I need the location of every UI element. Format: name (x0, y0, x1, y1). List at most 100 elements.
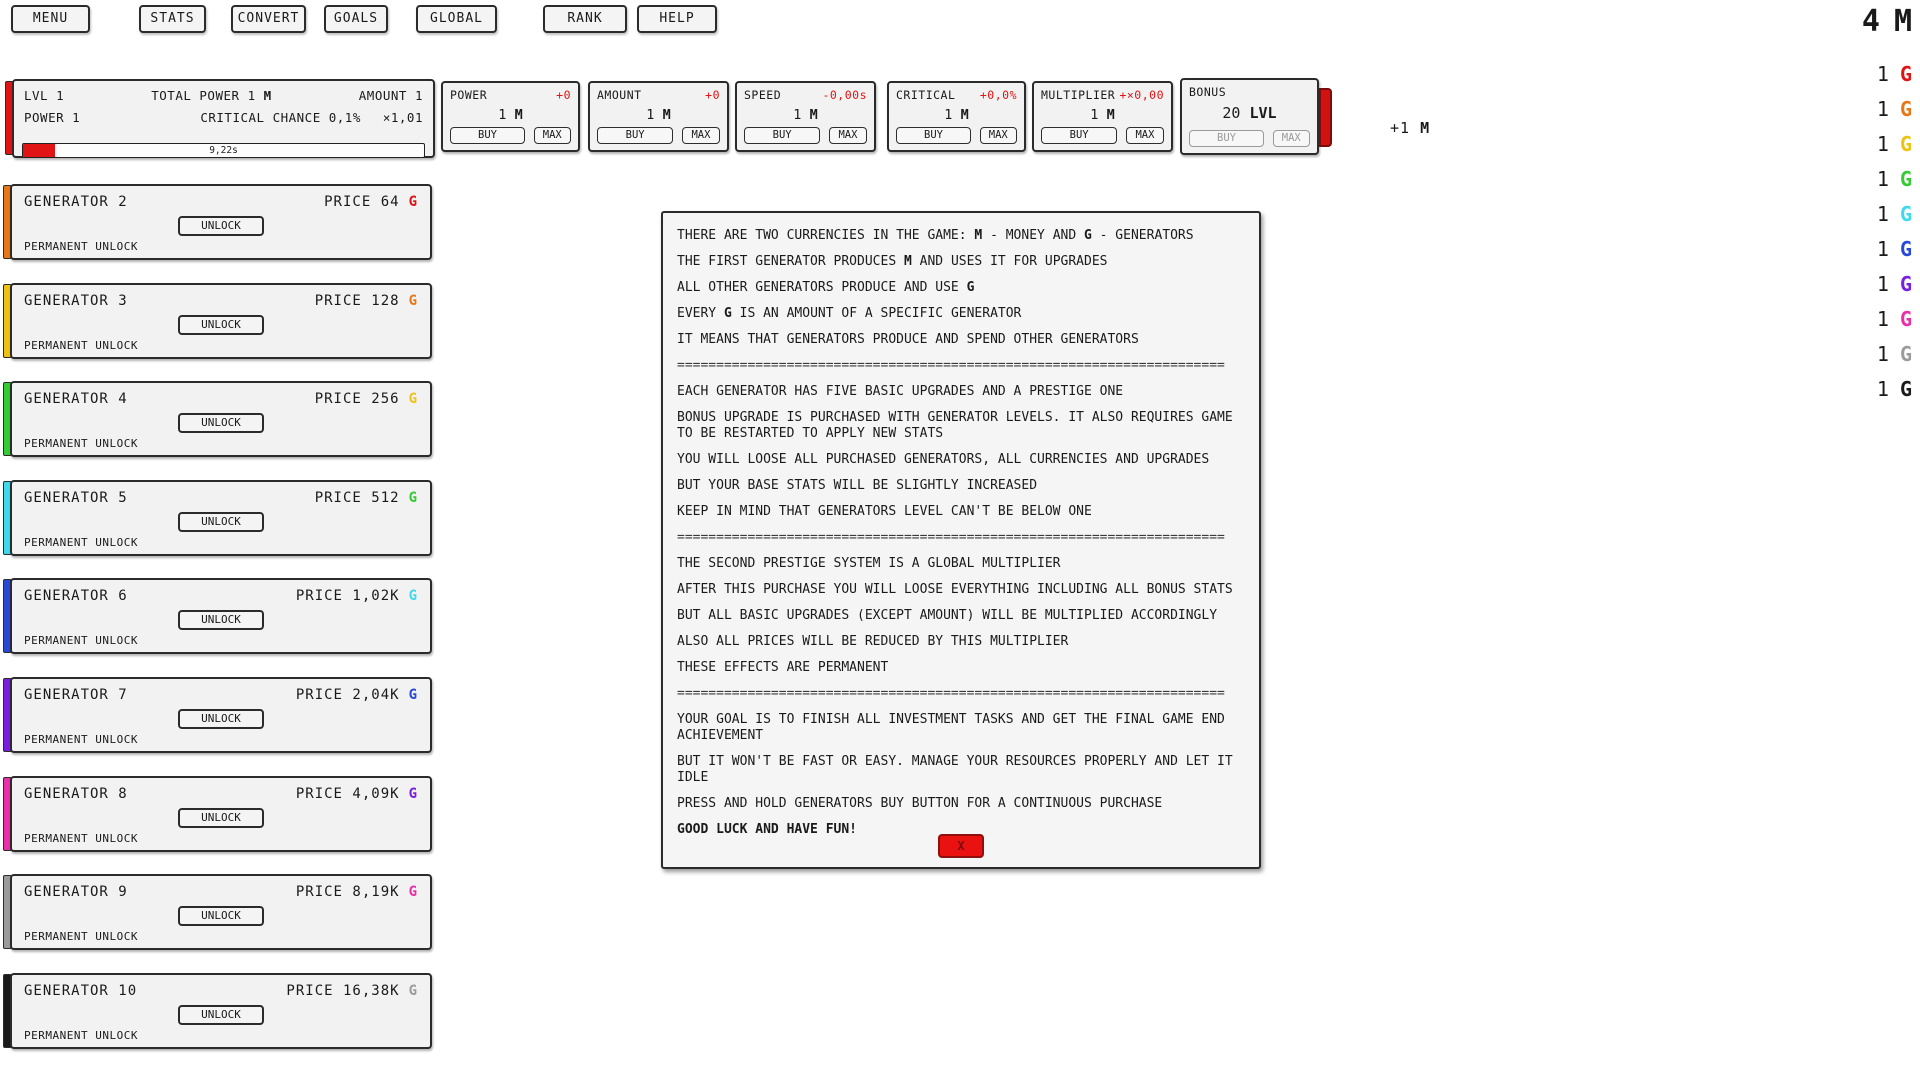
max-button[interactable]: MAX (828, 127, 867, 144)
buy-button[interactable]: BUY (896, 127, 972, 144)
help-dialog: THERE ARE TWO CURRENCIES IN THE GAME: M … (661, 211, 1261, 869)
generator-currency-symbol: G (1899, 377, 1912, 401)
permanent-unlock-label: PERMANENT UNLOCK (24, 437, 138, 450)
price-text: PRICE 256 (314, 391, 400, 407)
help-separator: ========================================… (677, 530, 1225, 545)
unlock-button[interactable]: UNLOCK (178, 216, 264, 236)
max-button[interactable]: MAX (533, 127, 571, 144)
help-line: THESE EFFECTS ARE PERMANENT (677, 660, 889, 675)
generator-card: GENERATOR 5 PRICE 512 G UNLOCK PERMANENT UNL… (10, 480, 432, 556)
generator-currency-symbol: G (1899, 132, 1912, 156)
menu-button-rank[interactable]: RANK (543, 5, 627, 33)
unlock-button[interactable]: UNLOCK (178, 1005, 264, 1025)
upgrade-price: 1 M (944, 107, 969, 123)
help-separator: ========================================… (677, 686, 1225, 701)
generator-card: GENERATOR 6 PRICE 1,02K G UNLOCK PERMANENT U… (10, 578, 432, 654)
generator-currency-symbol: G (1899, 272, 1912, 296)
buy-button[interactable]: BUY (450, 127, 526, 144)
buy-button[interactable]: BUY (1041, 127, 1118, 144)
upgrade-name: MULTIPLIER (1041, 88, 1116, 102)
help-dialog-text: THERE ARE TWO CURRENCIES IN THE GAME: M … (677, 228, 1245, 838)
main-generator-progress-bar: 9,22s (22, 143, 425, 158)
generator-name: GENERATOR 7 (24, 687, 128, 703)
price-text: PRICE 8,19K (295, 884, 400, 900)
buy-button[interactable]: BUY (744, 127, 821, 144)
close-button[interactable]: X (938, 834, 984, 858)
price-currency-symbol: G (408, 293, 418, 309)
menu-button-global[interactable]: GLOBAL (416, 5, 497, 33)
generator-currency-symbol: G (1899, 167, 1912, 191)
generator-currency-symbol: G (1899, 342, 1912, 366)
help-line: AFTER THIS PURCHASE YOU WILL LOOSE EVERY… (677, 582, 1233, 597)
help-line: ALSO ALL PRICES WILL BE REDUCED BY THIS … (677, 634, 1069, 649)
upgrade-name: AMOUNT (597, 88, 642, 102)
generator-currency-symbol: G (1899, 307, 1912, 331)
help-line: THE FIRST GENERATOR PRODUCES M AND USES … (677, 254, 1108, 269)
upgrade-panel-power: POWER +0 1 M BUY MAX (441, 81, 580, 152)
main-generator-critical: CRITICAL CHANCE 0,1% ×1,01 (200, 110, 423, 125)
generator-price: PRICE 2,04K G (296, 687, 418, 703)
generator-name: GENERATOR 3 (24, 293, 128, 309)
menu-button-goals[interactable]: GOALS (324, 5, 388, 33)
price-text: PRICE 64 (324, 194, 400, 210)
price-text: PRICE 128 (314, 293, 400, 309)
upgrade-price: 1 M (498, 107, 523, 123)
upgrade-panel-amount: AMOUNT +0 1 M BUY MAX (588, 81, 729, 152)
help-line: ALL OTHER GENERATORS PRODUCE AND USE G (677, 280, 975, 295)
currency-value: 1 (1876, 272, 1889, 296)
price-currency-symbol: G (408, 588, 418, 604)
price-currency-symbol: G (408, 687, 418, 703)
price-text: PRICE 4,09K (295, 786, 400, 802)
max-button[interactable]: MAX (979, 127, 1017, 144)
bonus-buy-button[interactable]: BUY (1189, 130, 1265, 147)
menu-button-stats[interactable]: STATS (139, 5, 206, 33)
unlock-button[interactable]: UNLOCK (178, 906, 264, 926)
generator-price: PRICE 512 G (315, 490, 418, 506)
generator-price: PRICE 256 G (315, 391, 418, 407)
upgrade-delta: +0 (556, 88, 571, 102)
main-generator-amount: AMOUNT 1 (358, 88, 423, 103)
generator-price: PRICE 4,09K G (296, 786, 418, 802)
buy-button[interactable]: BUY (597, 127, 674, 144)
unlock-button[interactable]: UNLOCK (178, 610, 264, 630)
help-line: BUT ALL BASIC UPGRADES (EXCEPT AMOUNT) W… (677, 608, 1218, 623)
generator-currency-symbol: G (1899, 62, 1912, 86)
unlock-button[interactable]: UNLOCK (178, 709, 264, 729)
permanent-unlock-label: PERMANENT UNLOCK (24, 240, 138, 253)
currency-value: 1 (1876, 97, 1889, 121)
max-button[interactable]: MAX (681, 127, 720, 144)
price-text: PRICE 1,02K (295, 588, 400, 604)
help-line: YOU WILL LOOSE ALL PURCHASED GENERATORS,… (677, 452, 1210, 467)
help-line: GOOD LUCK AND HAVE FUN! (677, 822, 858, 837)
menu-button-menu[interactable]: MENU (11, 5, 90, 33)
generator-card: GENERATOR 8 PRICE 4,09K G UNLOCK PERMANENT U… (10, 776, 432, 852)
money-symbol: M (1893, 4, 1912, 39)
generator-price: PRICE 16,38K G (286, 983, 418, 999)
help-line: IT MEANS THAT GENERATORS PRODUCE AND SPE… (677, 332, 1139, 347)
unlock-button[interactable]: UNLOCK (178, 808, 264, 828)
menu-button-help[interactable]: HELP (637, 5, 717, 33)
bonus-max-button[interactable]: MAX (1272, 130, 1310, 147)
generator-name: GENERATOR 2 (24, 194, 128, 210)
help-line: YOUR GOAL IS TO FINISH ALL INVESTMENT TA… (677, 712, 1225, 743)
main-generator-total-power: TOTAL POWER 1 M (151, 88, 272, 103)
help-line: BUT YOUR BASE STATS WILL BE SLIGHTLY INC… (677, 478, 1038, 493)
generator-price: PRICE 8,19K G (296, 884, 418, 900)
max-button[interactable]: MAX (1125, 127, 1164, 144)
unlock-button[interactable]: UNLOCK (178, 512, 264, 532)
help-line: KEEP IN MIND THAT GENERATORS LEVEL CAN'T… (677, 504, 1092, 519)
generator-name: GENERATOR 8 (24, 786, 128, 802)
unlock-button[interactable]: UNLOCK (178, 315, 264, 335)
generator-name: GENERATOR 9 (24, 884, 128, 900)
permanent-unlock-label: PERMANENT UNLOCK (24, 1029, 138, 1042)
menu-button-convert[interactable]: CONVERT (231, 5, 306, 33)
progress-time: 9,22s (209, 145, 238, 156)
unlock-button[interactable]: UNLOCK (178, 413, 264, 433)
price-currency-symbol: G (408, 786, 418, 802)
main-generator-level: LVL 1 (24, 88, 65, 103)
currency-value: 1 (1876, 132, 1889, 156)
